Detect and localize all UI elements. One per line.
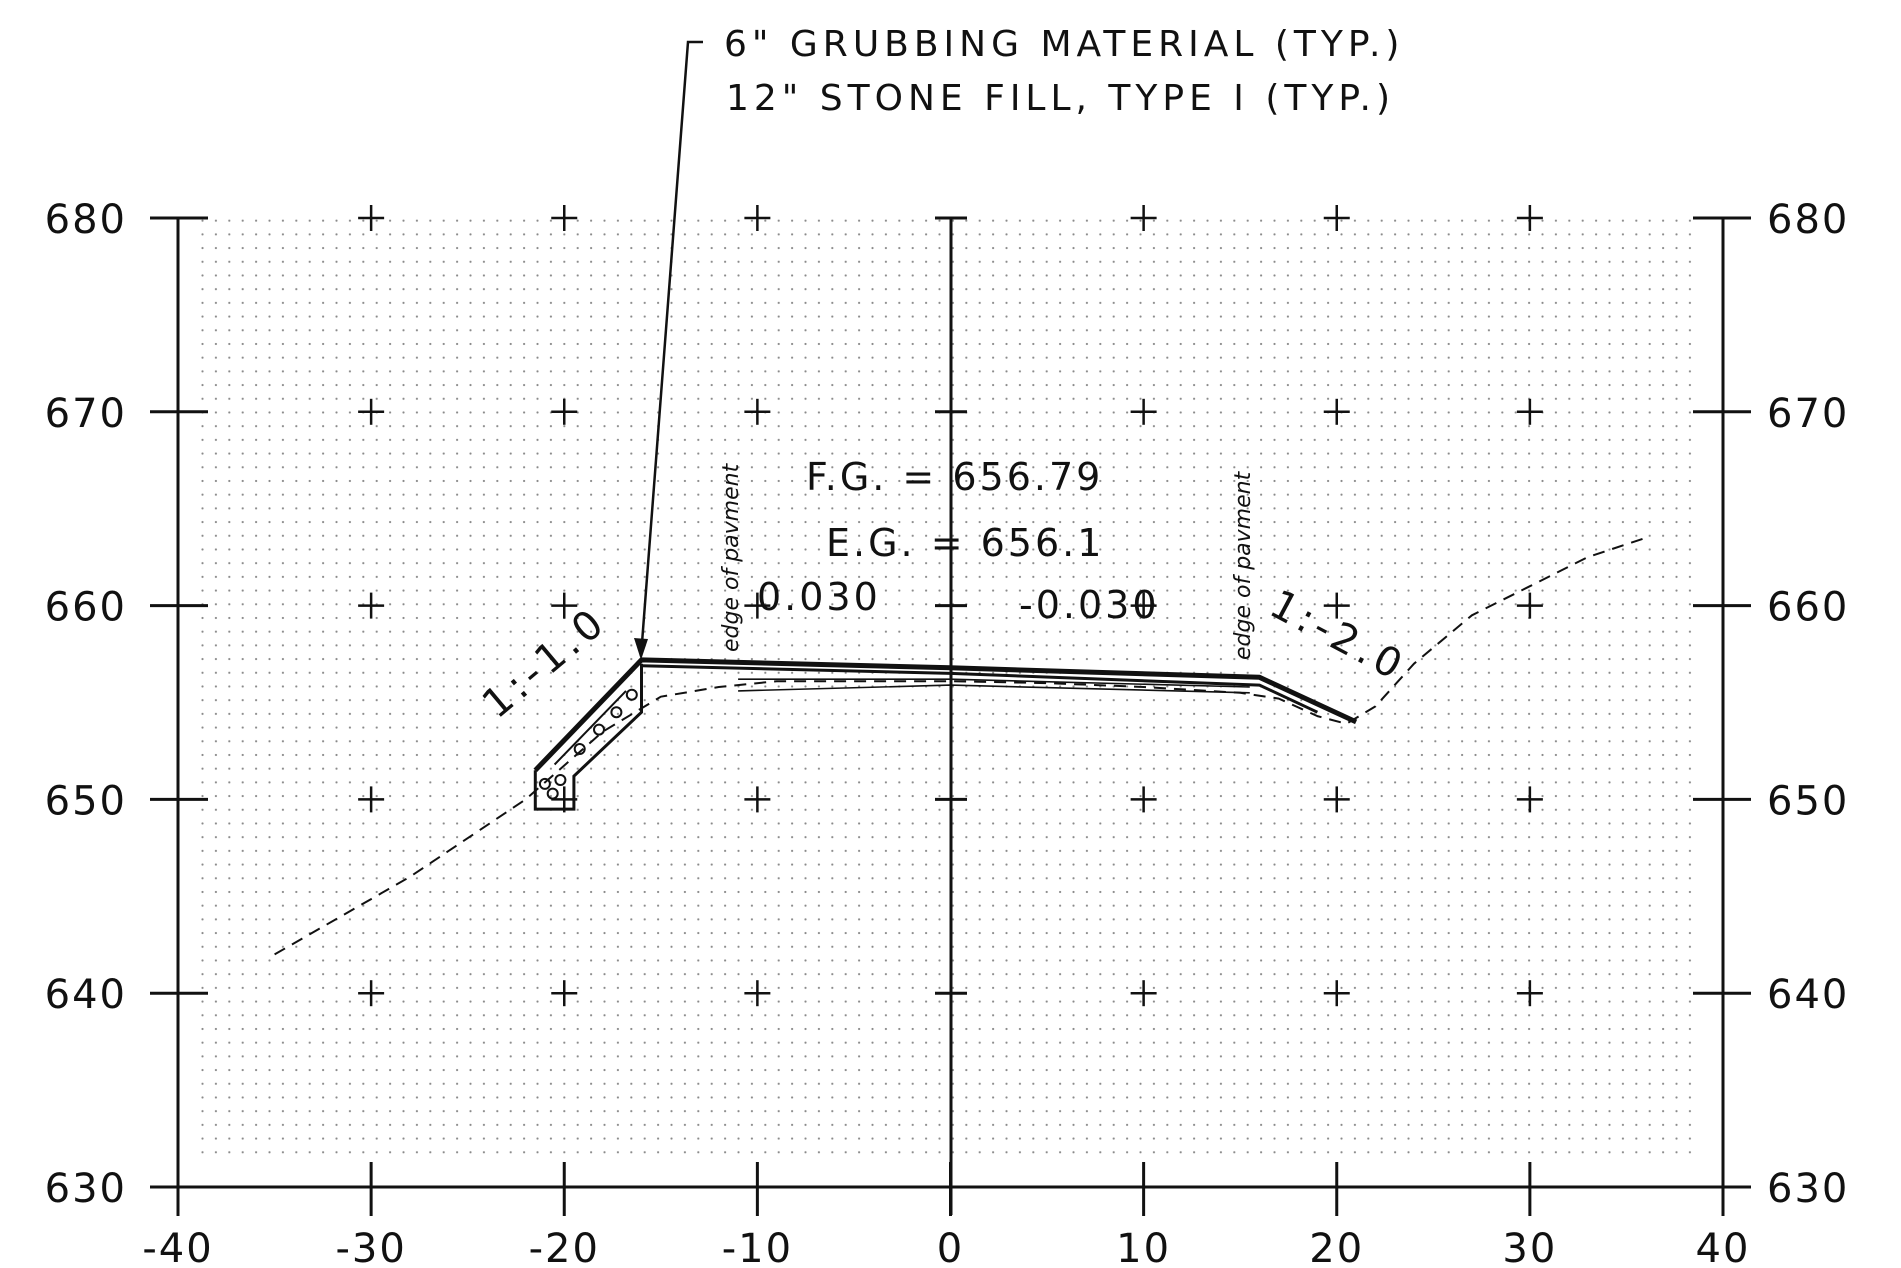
stone-fill-outline [533,663,643,811]
grubbing-line [553,690,627,766]
edge-of-pavement-right-label: edge of pavment [1231,470,1256,660]
stone-symbol [573,743,586,755]
edge-of-pavement-left-label: edge of pavment [719,462,744,652]
y-tick-label-left: 680 [45,197,127,243]
y-tick-label-left: 650 [45,778,127,824]
stone-symbol [610,706,623,719]
x-tick-label: 30 [1502,1226,1557,1268]
existing-grade-label: E.G. = 656.1 [826,521,1104,565]
pavement-layer-line [738,678,1250,688]
dotted-grid [196,212,1694,1162]
right-cross-slope-label: -0.030 [1019,583,1160,627]
stone-symbol [593,723,605,736]
callout-line-1: 6" GRUBBING MATERIAL (TYP.) [724,24,1404,65]
stone-symbol [546,787,559,800]
stone-symbol [538,777,551,790]
y-tick-label-right: 650 [1767,778,1849,824]
y-tick-label-right: 660 [1767,585,1849,631]
existing-ground-line [274,536,1647,956]
y-tick-label-left: 630 [45,1166,127,1212]
axis-ticks [150,216,1751,1216]
x-tick-label: -20 [529,1226,600,1268]
callout-arrowhead [634,638,648,660]
dot-field [196,212,1694,1162]
callout-line-2: 12" STONE FILL, TYPE I (TYP.) [726,78,1395,119]
y-tick-label-left: 660 [45,585,127,631]
x-tick-label: -40 [142,1226,213,1268]
profile-lines [274,536,1647,956]
x-tick-label: -30 [335,1226,406,1268]
x-tick-label: 20 [1309,1226,1364,1268]
pavement-layer-line [738,684,1250,694]
finished-grade-label: F.G. = 656.79 [806,455,1103,499]
y-tick-label-right: 640 [1767,972,1849,1018]
x-tick-label: 40 [1696,1226,1751,1268]
left-cross-slope-label: 0.030 [757,575,881,619]
y-tick-label-left: 640 [45,972,127,1018]
y-tick-label-right: 670 [1767,391,1849,437]
x-tick-label: 10 [1116,1226,1171,1268]
stone-symbol [625,688,638,701]
y-tick-label-right: 630 [1767,1166,1849,1212]
x-tick-label: 0 [937,1226,964,1268]
y-tick-label-left: 670 [45,391,127,437]
callout-leader [639,40,703,657]
axes [150,218,1750,1215]
stone-fill-detail [533,663,643,811]
x-tick-label: -10 [722,1226,793,1268]
subgrade-line [641,664,1319,714]
y-tick-label-right: 680 [1767,197,1849,243]
finished-grade-line [533,657,1358,773]
stone-symbol [554,774,567,786]
axis-tick-labels: 630 630 640 640 650 650 660 660 670 670 680 680 -40 -… [45,197,1849,1268]
